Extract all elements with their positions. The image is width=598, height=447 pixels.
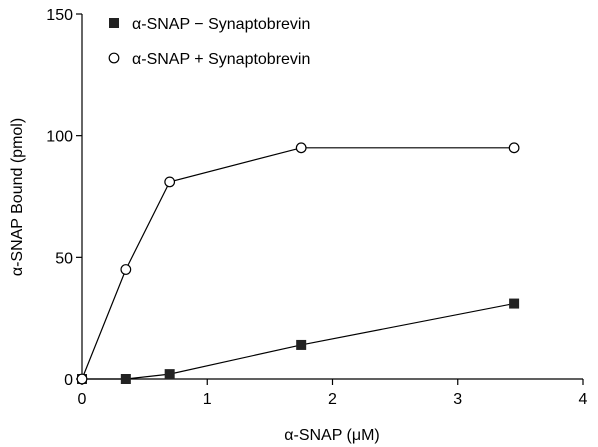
x-axis-title: α-SNAP (μM) <box>284 427 380 444</box>
legend-label: α-SNAP + Synaptobrevin <box>132 51 310 68</box>
data-point-circle <box>295 142 307 154</box>
x-tick-label: 1 <box>203 391 212 408</box>
y-axis-title: α-SNAP Bound (pmol) <box>9 118 26 276</box>
legend: α-SNAP − Synaptobrevin α-SNAP + Synaptobr… <box>108 16 310 68</box>
legend-label: α-SNAP − Synaptobrevin <box>132 16 310 33</box>
y-ticks: 0 50 100 150 <box>46 7 82 389</box>
y-tick-label: 100 <box>46 129 73 146</box>
series-1 <box>77 298 520 384</box>
y-tick-label: 0 <box>64 372 73 389</box>
series-2 <box>76 142 520 385</box>
plot-area: 0 50 100 150 0 1 2 3 4 <box>46 7 587 408</box>
data-point-circle <box>164 176 176 188</box>
data-point-square <box>296 339 307 350</box>
x-tick-label: 0 <box>78 391 87 408</box>
legend-marker-square <box>109 18 119 28</box>
x-ticks: 0 1 2 3 4 <box>78 379 588 408</box>
data-point-circle <box>120 264 132 275</box>
x-tick-label: 3 <box>453 391 462 408</box>
y-tick-label: 50 <box>55 250 73 267</box>
data-point-circle <box>76 373 88 385</box>
data-point-square <box>509 298 520 309</box>
legend-marker-circle <box>108 52 120 64</box>
y-tick-label: 150 <box>46 7 73 24</box>
data-point-square <box>164 369 175 380</box>
x-tick-label: 4 <box>579 391 588 408</box>
data-point-square <box>120 374 131 384</box>
x-tick-label: 2 <box>328 391 337 408</box>
series-layer <box>76 142 520 385</box>
data-point-circle <box>508 142 520 154</box>
